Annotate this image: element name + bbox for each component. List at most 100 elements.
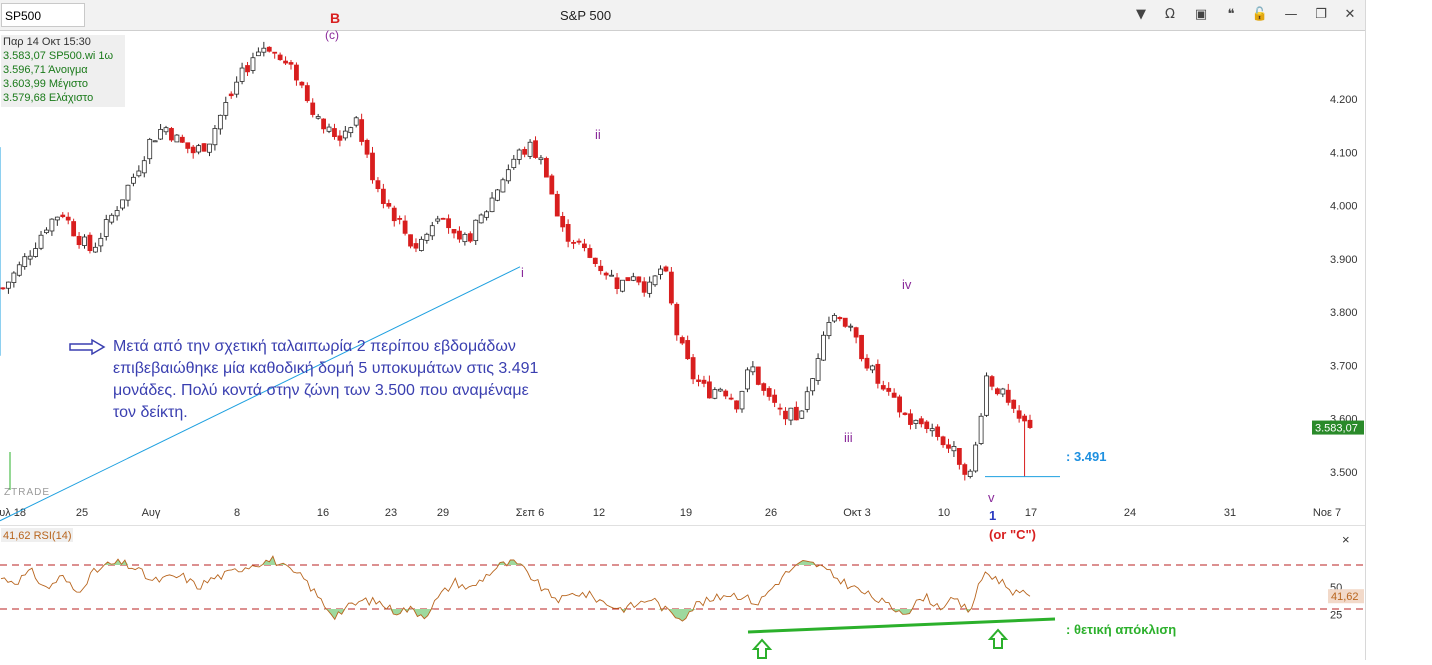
candle-body bbox=[967, 470, 973, 477]
candle-body bbox=[49, 218, 55, 232]
candle-body bbox=[875, 363, 881, 384]
candle-body bbox=[228, 93, 234, 97]
candle-body bbox=[22, 256, 28, 268]
candle-body bbox=[826, 322, 832, 337]
channel-lower-line bbox=[0, 266, 521, 522]
time-tick-label: 23 bbox=[385, 507, 397, 519]
candle-body bbox=[380, 188, 386, 204]
rsi-label: 41,62 RSI(14) bbox=[3, 530, 71, 542]
candle-body bbox=[429, 225, 435, 237]
time-tick-label: 10 bbox=[938, 507, 950, 519]
candle-body bbox=[27, 255, 33, 260]
candle-body bbox=[386, 203, 392, 207]
restore-icon[interactable]: ❐ bbox=[1315, 7, 1327, 22]
candle-body bbox=[908, 413, 913, 425]
candle-body bbox=[163, 127, 169, 133]
minimize-icon[interactable]: — bbox=[1284, 7, 1298, 22]
candle-body bbox=[679, 337, 685, 344]
candle-body bbox=[462, 233, 468, 243]
price-tick-label: 3.500 bbox=[1330, 467, 1358, 479]
candle-body bbox=[174, 134, 180, 143]
panel-icon[interactable]: ▣ bbox=[1194, 7, 1208, 22]
candle-body bbox=[750, 366, 756, 373]
candle-body bbox=[929, 428, 935, 432]
candle-body bbox=[690, 357, 696, 380]
candle-body bbox=[636, 276, 642, 283]
candle-body bbox=[54, 216, 60, 221]
candle-body bbox=[114, 210, 120, 217]
candle-body bbox=[587, 248, 593, 258]
candle-body bbox=[793, 406, 799, 421]
candle-body bbox=[880, 385, 886, 390]
candle-body bbox=[924, 421, 930, 429]
candle-body bbox=[696, 379, 701, 382]
candle-body bbox=[989, 376, 995, 387]
candle-body bbox=[978, 415, 984, 444]
candle-body bbox=[761, 383, 767, 391]
quote-icon[interactable]: ❝ bbox=[1227, 7, 1235, 22]
time-tick-label: 16 bbox=[317, 507, 329, 519]
candle-body bbox=[478, 214, 484, 224]
candle-body bbox=[739, 390, 745, 410]
wave-label-i: i bbox=[521, 265, 524, 280]
close-icon[interactable]: ✕ bbox=[1344, 7, 1356, 22]
candle-body bbox=[11, 272, 17, 283]
candle-body bbox=[984, 375, 989, 416]
candle-body bbox=[837, 317, 843, 320]
symbol-input[interactable]: SP500 bbox=[1, 3, 85, 27]
candle-body bbox=[946, 444, 951, 449]
price-tick-label: 3.800 bbox=[1330, 307, 1358, 319]
candle-body bbox=[65, 216, 71, 221]
candle-body bbox=[533, 140, 538, 158]
omega-icon[interactable]: Ω bbox=[1165, 7, 1175, 22]
candle-body bbox=[1011, 399, 1017, 409]
candle-body bbox=[92, 246, 98, 253]
candle-body bbox=[310, 102, 316, 115]
time-tick-label: Σεπ 6 bbox=[516, 507, 544, 519]
right-arrow-icon bbox=[69, 338, 106, 356]
candle-body bbox=[614, 277, 620, 289]
level-label: : 3.491 bbox=[1066, 449, 1107, 464]
wave-label-B: B bbox=[330, 10, 341, 26]
candle-body bbox=[158, 128, 163, 140]
candle-body bbox=[179, 136, 185, 143]
candle-body bbox=[831, 315, 837, 322]
candle-body bbox=[891, 392, 897, 398]
candle-body bbox=[951, 446, 957, 452]
candle-body bbox=[668, 271, 674, 304]
candle-body bbox=[772, 394, 778, 403]
candle-body bbox=[777, 407, 783, 410]
candle-body bbox=[169, 128, 174, 141]
price-tick-label: 4.000 bbox=[1330, 201, 1358, 213]
candle-body bbox=[804, 391, 810, 410]
candle-body bbox=[457, 230, 462, 240]
candle-body bbox=[288, 62, 294, 65]
candle-body bbox=[707, 381, 712, 399]
lock-icon[interactable]: 🔓 bbox=[1251, 7, 1269, 22]
candle-body bbox=[522, 149, 528, 155]
candle-body bbox=[940, 436, 946, 446]
dropdown-icon[interactable]: ▼ bbox=[1136, 7, 1146, 22]
candle-body bbox=[788, 407, 794, 421]
ohlc-info-box: Παρ 14 Οκτ 15:30 3.583,07 SP500.wi 1ω 3.… bbox=[1, 35, 125, 107]
candle-body bbox=[239, 67, 245, 82]
candle-body bbox=[391, 207, 397, 222]
candle-body bbox=[728, 397, 734, 400]
time-tick-label: 25 bbox=[76, 507, 88, 519]
candle-body bbox=[120, 199, 125, 209]
candle-body bbox=[196, 145, 202, 153]
candle-body bbox=[674, 303, 680, 336]
rsi-oversold-fill bbox=[1, 609, 1030, 622]
candle-body bbox=[136, 170, 142, 177]
candle-body bbox=[250, 57, 256, 71]
candle-body bbox=[859, 334, 864, 360]
candle-body bbox=[152, 140, 158, 143]
candle-body bbox=[299, 81, 305, 86]
candle-body bbox=[201, 143, 207, 152]
candle-body bbox=[283, 60, 288, 64]
divergence-line bbox=[747, 617, 1056, 634]
candle-body bbox=[272, 51, 278, 54]
chart-toolbar: SP500 S&P 500 ▼ Ω ▣ ❝ 🔓 — ❐ ✕ bbox=[0, 0, 1365, 31]
candle-body bbox=[71, 221, 77, 237]
